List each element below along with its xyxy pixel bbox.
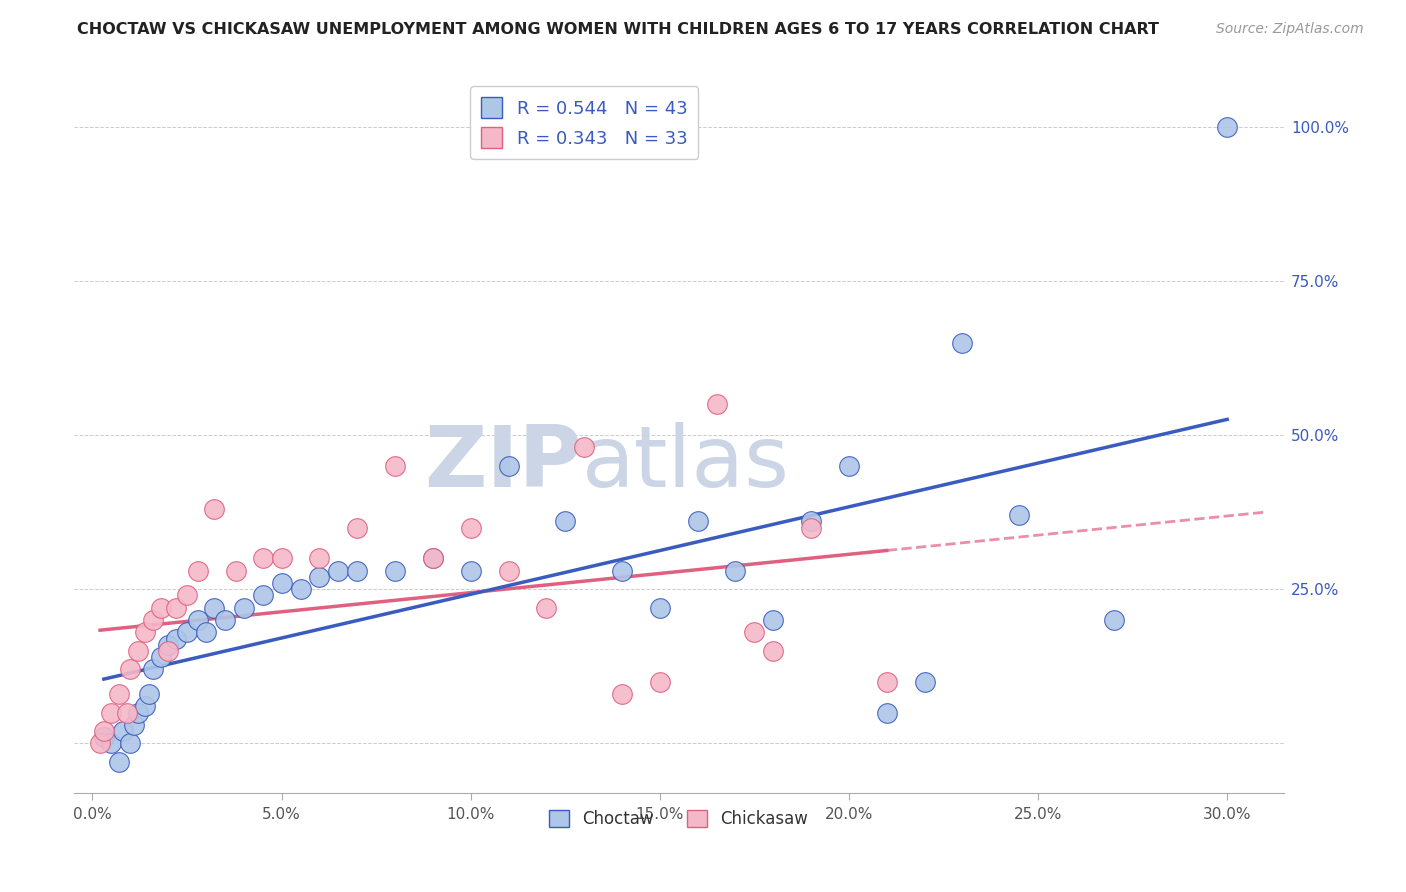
Point [142, 662, 165, 676]
Text: Source: ZipAtlas.com: Source: ZipAtlas.com [1216, 22, 1364, 37]
Point [232, 600, 254, 615]
Point [176, 588, 198, 602]
Point [460, 564, 482, 578]
Point [1102, 613, 1125, 627]
Point [498, 564, 520, 578]
Point [100, 736, 122, 750]
Point [157, 638, 180, 652]
Point [800, 514, 823, 528]
Point [498, 458, 520, 473]
Point [187, 564, 209, 578]
Point [187, 613, 209, 627]
Point [422, 551, 444, 566]
Point [108, 687, 131, 701]
Point [93, 724, 115, 739]
Point [610, 687, 633, 701]
Point [225, 564, 247, 578]
Point [724, 564, 747, 578]
Point [111, 724, 134, 739]
Point [252, 551, 274, 566]
Point [554, 514, 576, 528]
Point [214, 613, 236, 627]
Point [1216, 120, 1239, 134]
Point [120, 662, 142, 676]
Point [800, 520, 823, 534]
Point [346, 520, 368, 534]
Point [134, 625, 156, 640]
Point [127, 644, 149, 658]
Point [950, 335, 973, 350]
Point [346, 564, 368, 578]
Point [194, 625, 217, 640]
Point [176, 625, 198, 640]
Point [460, 520, 482, 534]
Legend: Choctaw, Chickasaw: Choctaw, Chickasaw [543, 803, 815, 834]
Point [610, 564, 633, 578]
Point [108, 755, 131, 769]
Point [202, 502, 225, 516]
Point [876, 674, 898, 689]
Point [149, 600, 172, 615]
Point [648, 600, 671, 615]
Point [165, 600, 187, 615]
Point [384, 458, 406, 473]
Point [157, 644, 180, 658]
Point [142, 613, 165, 627]
Point [744, 625, 766, 640]
Point [120, 736, 142, 750]
Point [89, 736, 111, 750]
Point [536, 600, 558, 615]
Point [384, 564, 406, 578]
Point [706, 397, 728, 411]
Point [1008, 508, 1031, 523]
Point [270, 551, 292, 566]
Point [308, 551, 330, 566]
Point [149, 650, 172, 665]
Point [914, 674, 936, 689]
Point [308, 570, 330, 584]
Point [762, 613, 785, 627]
Point [252, 588, 274, 602]
Point [572, 441, 595, 455]
Point [127, 706, 149, 720]
Point [93, 730, 115, 744]
Text: ZIP: ZIP [425, 422, 582, 505]
Point [838, 458, 860, 473]
Point [876, 706, 898, 720]
Point [270, 576, 292, 591]
Point [762, 644, 785, 658]
Point [202, 600, 225, 615]
Point [138, 687, 160, 701]
Point [122, 718, 145, 732]
Point [115, 706, 138, 720]
Point [328, 564, 350, 578]
Text: CHOCTAW VS CHICKASAW UNEMPLOYMENT AMONG WOMEN WITH CHILDREN AGES 6 TO 17 YEARS C: CHOCTAW VS CHICKASAW UNEMPLOYMENT AMONG … [77, 22, 1160, 37]
Point [648, 674, 671, 689]
Point [134, 699, 156, 714]
Point [422, 551, 444, 566]
Point [165, 632, 187, 646]
Point [686, 514, 709, 528]
Text: atlas: atlas [582, 422, 790, 505]
Point [290, 582, 312, 597]
Point [100, 706, 122, 720]
